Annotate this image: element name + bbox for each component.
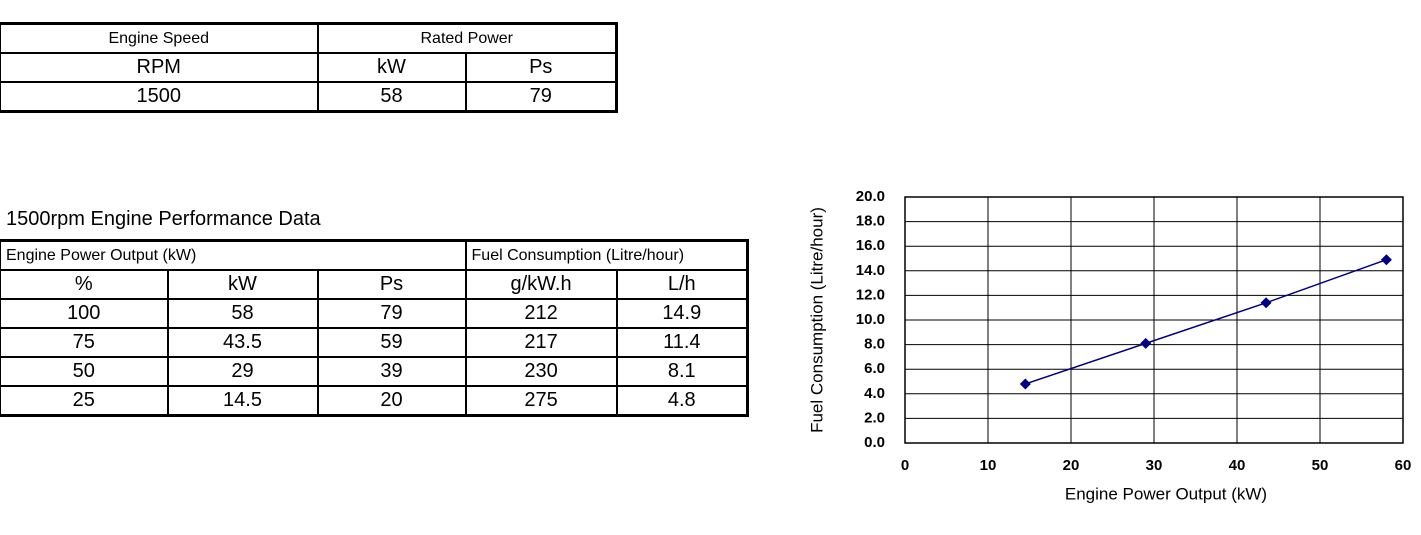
cell: 11.4 [615, 327, 749, 358]
cell: 29 [166, 356, 319, 387]
column-header: g/kW.h [464, 269, 618, 300]
x-tick-label: 30 [1146, 457, 1163, 474]
y-tick-label: 2.0 [864, 409, 885, 426]
rated-table: Engine Speed Rated Power RPM kW Ps 1500 58 79 [0, 22, 618, 113]
cell: 14.5 [166, 385, 319, 417]
y-tick-label: 16.0 [856, 237, 885, 254]
column-header: kW [166, 269, 319, 300]
y-tick-label: 10.0 [856, 311, 885, 328]
x-tick-label: 10 [980, 457, 997, 474]
cell: 59 [316, 327, 467, 358]
data-point [1260, 297, 1272, 309]
cell: 8.1 [615, 356, 749, 387]
y-axis-label: Fuel Consumption (Litre/hour) [807, 207, 826, 433]
cell: 58 [166, 298, 319, 329]
cell: 275 [464, 385, 618, 417]
y-tick-label: 4.0 [864, 385, 885, 402]
y-tick-label: 0.0 [864, 434, 885, 451]
column-header: % [0, 269, 169, 300]
y-tick-label: 20.0 [856, 188, 885, 205]
cell: 79 [316, 298, 467, 329]
cell: 58 [316, 81, 467, 113]
group-header: Engine Power Output (kW) [0, 239, 467, 271]
unit: kW [316, 52, 467, 83]
x-tick-label: 20 [1063, 457, 1080, 474]
cell: 100 [0, 298, 169, 329]
y-tick-label: 6.0 [864, 360, 885, 377]
y-tick-label: 14.0 [856, 262, 885, 279]
plot-frame [904, 196, 1404, 444]
section-title: 1500rpm Engine Performance Data [6, 208, 321, 230]
row: % kW Ps g/kW.h L/h [0, 269, 749, 300]
cell: 25 [0, 385, 169, 417]
cell: 4.8 [615, 385, 749, 417]
data-point [1019, 378, 1031, 390]
x-tick-label: 0 [901, 457, 909, 474]
cell: 1500 [0, 81, 319, 113]
cell: 14.9 [615, 298, 749, 329]
column-header: L/h [615, 269, 749, 300]
header: Rated Power [316, 22, 618, 54]
cell: 230 [464, 356, 618, 387]
y-tick-label: 18.0 [856, 213, 885, 230]
y-tick-label: 12.0 [856, 286, 885, 303]
data-line [1025, 259, 1387, 385]
row: 50 29 39 230 8.1 [0, 356, 749, 387]
column-header: Ps [316, 269, 467, 300]
cell: 217 [464, 327, 618, 358]
unit: RPM [0, 52, 319, 83]
data-point [1380, 254, 1392, 266]
row: 75 43.5 59 217 11.4 [0, 327, 749, 358]
cell: 50 [0, 356, 169, 387]
data-point [1140, 337, 1152, 349]
x-axis-label: Engine Power Output (kW) [1065, 484, 1267, 503]
performance-table: Engine Power Output (kW) Fuel Consumption… [0, 239, 750, 417]
cell: 75 [0, 327, 169, 358]
cell: 43.5 [166, 327, 319, 358]
cell: 39 [316, 356, 467, 387]
y-tick-label: 8.0 [864, 336, 885, 353]
x-tick-label: 50 [1312, 457, 1329, 474]
cell: 20 [316, 385, 467, 417]
unit: Ps [464, 52, 618, 83]
x-tick-label: 60 [1395, 457, 1412, 474]
row: 100 58 79 212 14.9 [0, 298, 749, 329]
row: 25 14.5 20 275 4.8 [0, 385, 749, 417]
x-tick-label: 40 [1229, 457, 1246, 474]
cell: 79 [464, 81, 618, 113]
cell: 212 [464, 298, 618, 329]
